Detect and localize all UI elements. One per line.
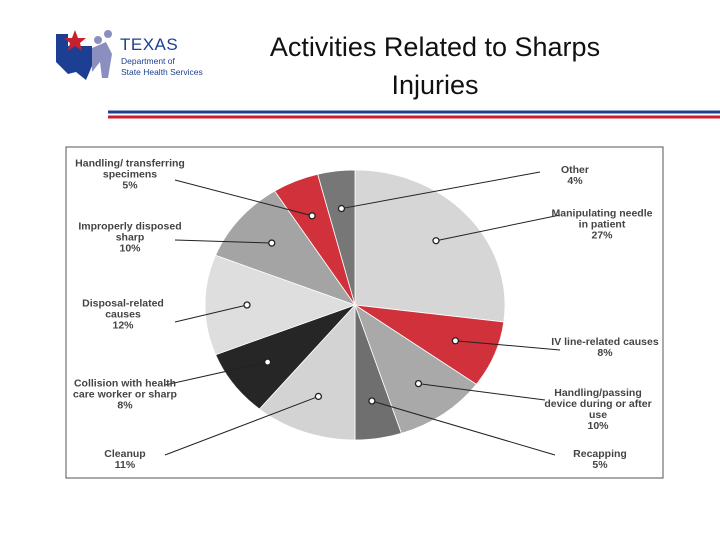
slice-label-text: Collision with health care worker or sha… — [73, 377, 177, 401]
slice-label: Other 4% — [520, 165, 630, 187]
leader-line — [341, 171, 541, 210]
slice-label: Improperly disposed sharp 10% — [75, 220, 185, 255]
leader-line — [435, 214, 561, 242]
slice-label: Handling/passing device during or after … — [543, 388, 653, 432]
slice-label-text: 10% — [119, 242, 141, 255]
pie-slice — [214, 190, 357, 306]
leader-line — [371, 400, 556, 456]
slice-label-text: 5% — [122, 179, 138, 192]
slice-label-text: Handling/passing device during or after … — [544, 387, 652, 421]
leader-dot — [368, 397, 376, 405]
logo-text: TEXAS — [120, 35, 179, 54]
leader-dot — [263, 358, 272, 366]
slice-label-text: 8% — [597, 347, 613, 359]
slice-label: IV line-related causes 8% — [550, 337, 660, 359]
slice-label-text: 4% — [567, 175, 583, 187]
pie-slice — [204, 254, 357, 356]
chart-title: Activities Related to Sharps Injuries — [269, 32, 601, 100]
slice-label-text: Improperly disposed sharp — [78, 220, 182, 244]
logo-text: Department of — [121, 56, 175, 66]
slice-label: Collision with health care worker or sha… — [70, 377, 180, 412]
leader-dot — [414, 379, 423, 388]
logo-person — [92, 42, 112, 78]
slice-label-text: 27% — [591, 229, 613, 242]
slice-label-text: 8% — [117, 399, 133, 412]
leader-line — [174, 179, 313, 217]
slice-label-text: 10% — [587, 420, 609, 432]
logo-person — [104, 30, 112, 38]
slice-label: Handling/ transferring specimens 5% — [75, 157, 185, 192]
pie-slice — [258, 303, 356, 441]
slice-label-text: Other — [560, 164, 589, 176]
pie-slice — [354, 304, 477, 434]
logo-star — [64, 30, 86, 51]
leader-line — [164, 361, 268, 386]
leader-dot — [451, 337, 460, 345]
leader-line — [174, 239, 272, 244]
slice-label: Manipulating needle in patient 27% — [547, 207, 657, 242]
slice-label-text: 12% — [112, 319, 134, 332]
leader-dot — [337, 204, 346, 213]
slice-label-text: Recapping — [573, 448, 627, 460]
leader-line — [418, 383, 546, 401]
slice-label: Disposal-related causes 12% — [68, 297, 178, 332]
pie-slice — [354, 169, 506, 323]
slice-label-text: Handling/ transferring specimens — [75, 157, 185, 181]
logo-person — [94, 36, 102, 44]
pie-slice — [317, 169, 356, 306]
logo-shape — [56, 46, 92, 80]
leader-dot — [308, 212, 316, 220]
logo-text: State Health Services — [121, 67, 203, 77]
slice-label: Recapping 5% — [545, 449, 655, 471]
slice-label-text: IV line-related causes — [551, 336, 659, 348]
leader-dot — [432, 237, 440, 245]
logo-shape — [56, 34, 68, 46]
leader-line — [164, 395, 319, 456]
leader-line — [455, 340, 561, 351]
slice-label-text: 11% — [114, 459, 136, 471]
leader-dot — [243, 301, 251, 309]
slice-label-text: Cleanup — [104, 448, 146, 460]
slice-label-text: Manipulating needle in patient — [551, 207, 653, 231]
slice-label-text: 5% — [592, 459, 608, 471]
slice-label: Cleanup 11% — [70, 449, 180, 471]
leader-dot — [314, 392, 323, 401]
slice-label-text: Disposal-related causes — [82, 297, 164, 321]
leader-line — [174, 304, 248, 323]
leader-dot — [268, 239, 276, 247]
